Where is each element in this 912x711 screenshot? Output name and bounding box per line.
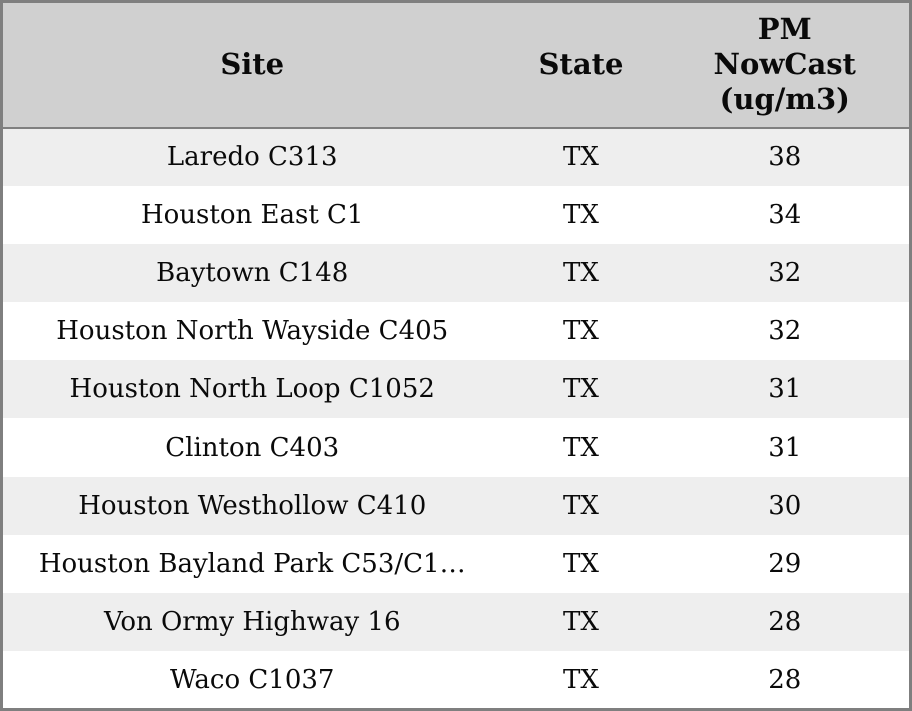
site-cell: Houston North Loop C1052 [69,374,435,405]
table-header: Site State PM NowCast (ug/m3) [1,1,911,129]
header-row: Site State PM NowCast (ug/m3) [1,1,911,129]
site-cell: Houston Westhollow C410 [78,490,427,521]
site-cell: Laredo C313 [166,142,338,173]
table-row: Waco C1037 TX 28 [1,651,911,710]
site-cell: Von Ormy Highway 16 [103,607,401,638]
table-row: Houston Bayland Park C53/C1… TX 29 [1,534,911,593]
state-cell: TX [563,548,599,579]
site-cell: Houston Bayland Park C53/C1… [38,548,466,579]
state-cell: TX [563,432,599,463]
pm-header-line-2: NowCast [713,47,856,82]
site-cell: Houston North Wayside C405 [56,316,449,347]
table-row: Baytown C148 TX 32 [1,243,911,303]
table-row: Houston East C1 TX 34 [1,185,911,244]
state-cell: TX [563,257,599,288]
table-row: Clinton C403 TX 31 [1,418,911,477]
pm-nowcast-cell: 38 [768,142,802,173]
state-cell: TX [563,142,599,173]
table-body: Laredo C313 TX 38 Houston East C1 TX 34 … [1,127,911,710]
column-header-state: State [501,1,661,129]
pm-nowcast-cell: 28 [768,664,802,695]
pm-nowcast-cell: 32 [768,316,802,347]
column-header-pm-nowcast: PM NowCast (ug/m3) [660,1,911,129]
table-row: Houston North Loop C1052 TX 31 [1,360,911,419]
table-row: Laredo C313 TX 38 [1,127,911,186]
table-row: Houston North Wayside C405 TX 32 [1,302,911,361]
column-header-site: Site [1,1,502,129]
state-cell: TX [563,199,599,230]
table-row: Von Ormy Highway 16 TX 28 [1,593,911,652]
pm-nowcast-cell: 31 [768,374,802,405]
site-cell: Houston East C1 [140,199,364,230]
state-cell: TX [563,607,599,638]
site-cell: Waco C1037 [169,664,335,695]
pm-nowcast-cell: 28 [768,607,802,638]
pm-header-line-1: PM [757,11,812,46]
state-cell: TX [563,316,599,347]
pm-nowcast-cell: 34 [768,199,802,230]
state-cell: TX [563,490,599,521]
pm-nowcast-cell: 32 [768,257,802,288]
pm-nowcast-cell: 30 [768,490,802,521]
pm-header-line-3: (ug/m3) [719,82,850,117]
table-row: Houston Westhollow C410 TX 30 [1,476,911,535]
state-cell: TX [563,374,599,405]
pm-nowcast-cell: 29 [768,548,802,579]
state-cell: TX [563,664,599,695]
pm-nowcast-cell: 31 [768,432,802,463]
site-cell: Baytown C148 [156,257,349,288]
site-cell: Clinton C403 [165,432,340,463]
